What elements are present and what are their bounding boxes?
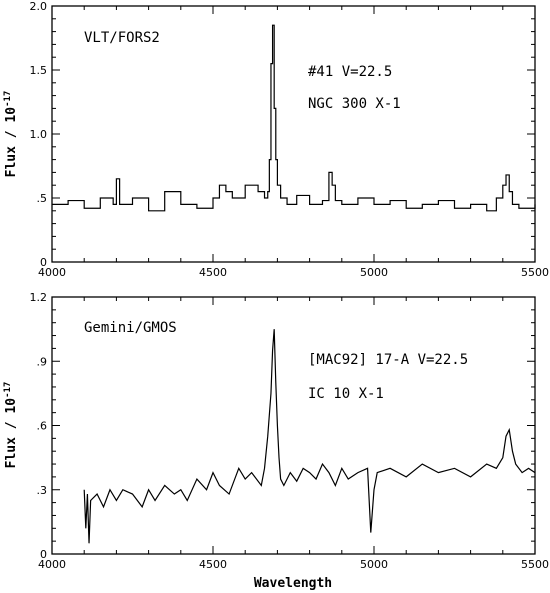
top-target-label: NGC 300 X-1 [308, 96, 401, 112]
top-source-id-label: #41 V=22.5 [308, 64, 392, 80]
bottom-y-tick-label: 0 [40, 548, 47, 561]
top-x-tick-label: 5500 [521, 266, 549, 279]
bottom-y-tick-label: .3 [37, 484, 48, 497]
top-y-axis-label: Flux / 10-17 [3, 91, 19, 178]
bottom-spectrum-line [83, 329, 536, 544]
bottom-y-tick-label: .6 [37, 420, 48, 433]
top-y-tick-label: .5 [37, 192, 48, 205]
top-x-tick-label: 4500 [199, 266, 227, 279]
top-tick-labels: 4000 4500 5000 5500 0 .5 1.0 1.5 2.0 [30, 0, 550, 279]
top-x-tick-label: 4000 [38, 266, 66, 279]
top-instrument-label: VLT/FORS2 [84, 30, 160, 46]
bottom-x-tick-label: 5500 [521, 558, 549, 571]
bottom-ticks [51, 296, 536, 555]
bottom-tick-labels: 4000 4500 5000 5500 0 .3 .6 .9 1.2 [30, 291, 550, 571]
top-x-tick-label: 5000 [360, 266, 388, 279]
top-y-tick-label: 0 [40, 256, 47, 269]
bottom-y-tick-label: 1.2 [30, 291, 48, 304]
bottom-instrument-label: Gemini/GMOS [84, 320, 177, 336]
top-y-tick-label: 1.0 [30, 128, 48, 141]
bottom-source-id-label: [MAC92] 17-A V=22.5 [308, 352, 468, 368]
top-y-tick-label: 1.5 [30, 64, 48, 77]
top-panel: 4000 4500 5000 5500 0 .5 1.0 1.5 2.0 Flux / 10-1… [3, 0, 549, 279]
bottom-target-label: IC 10 X-1 [308, 386, 384, 402]
top-ticks [51, 5, 536, 263]
bottom-y-tick-label: .9 [37, 355, 48, 368]
bottom-y-axis-label: Flux / 10-17 [3, 382, 19, 469]
top-spectrum-line [52, 24, 536, 212]
bottom-x-tick-label: 4000 [38, 558, 66, 571]
bottom-x-tick-label: 4500 [199, 558, 227, 571]
top-y-tick-label: 2.0 [30, 0, 48, 13]
x-axis-label: Wavelength [254, 576, 332, 591]
bottom-x-tick-label: 5000 [360, 558, 388, 571]
